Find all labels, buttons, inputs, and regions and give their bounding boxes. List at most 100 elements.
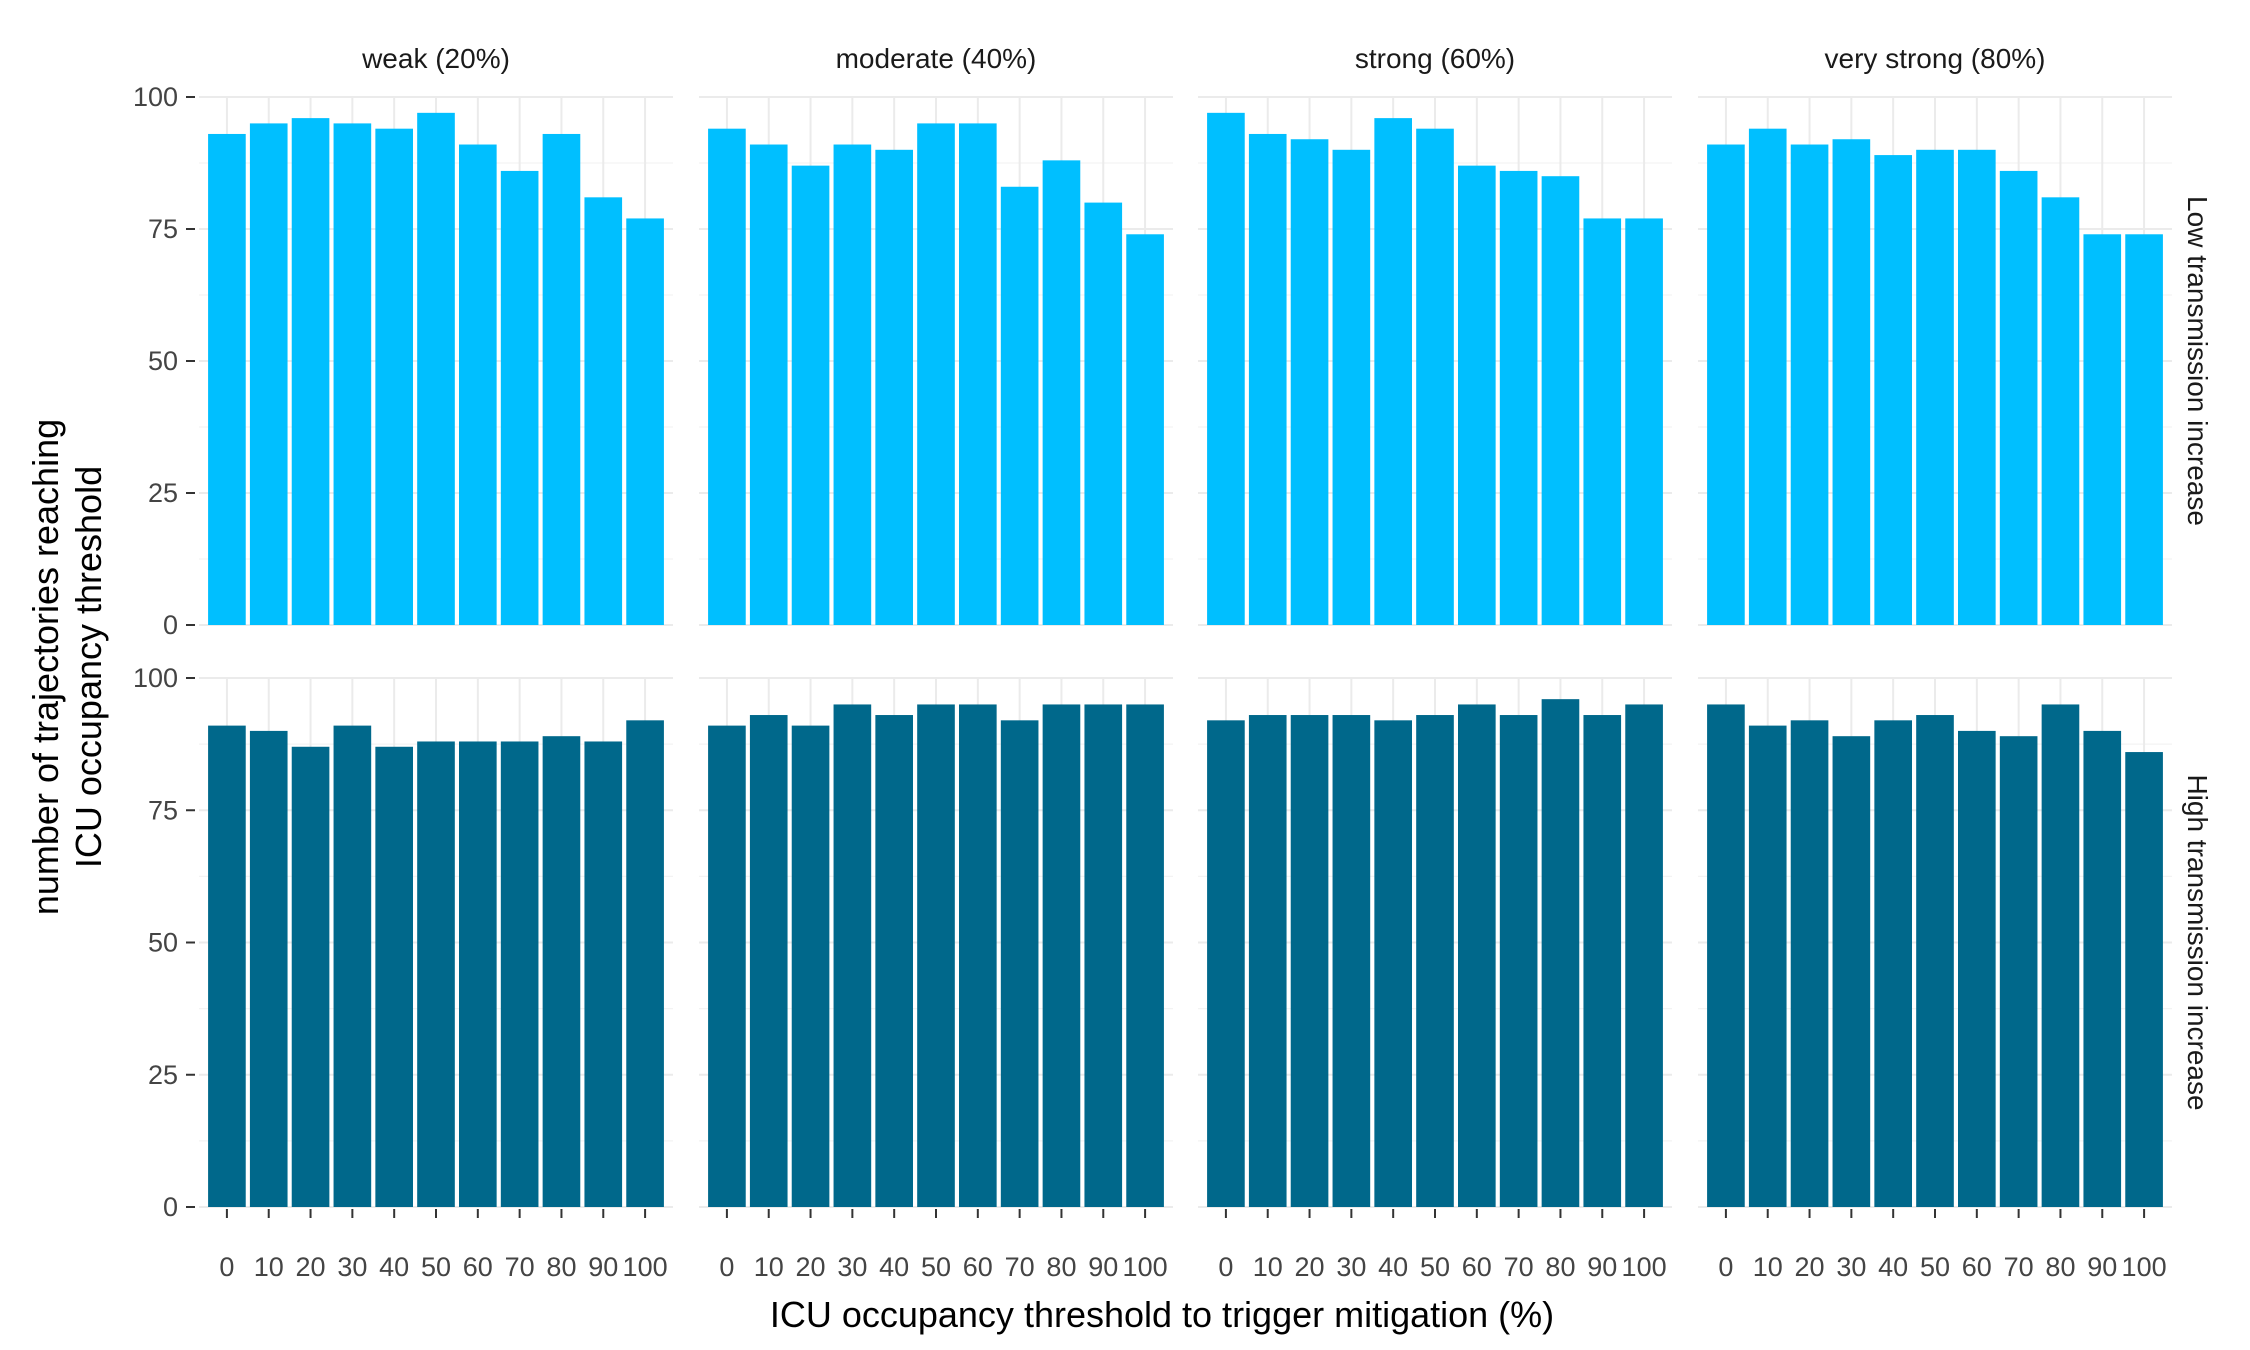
bar-weak-low-60 [459,144,497,625]
x-tick-label: 100 [1123,1252,1168,1282]
bar-very-strong-low-0 [1707,144,1745,625]
bar-weak-high-60 [459,741,497,1207]
bar-weak-high-30 [333,725,372,1207]
x-tick-label: 70 [1504,1252,1534,1282]
x-tick-label: 30 [1836,1252,1866,1282]
bar-weak-low-20 [291,118,330,626]
bar-strong-low-0 [1207,112,1245,626]
x-tick-label: 70 [1005,1252,1035,1282]
x-tick-label: 70 [505,1252,535,1282]
bar-strong-low-10 [1248,133,1287,625]
bar-weak-low-0 [208,133,246,625]
bar-very-strong-low-50 [1916,149,1954,626]
x-tick-label: 100 [1622,1252,1667,1282]
bar-very-strong-high-90 [2083,730,2122,1207]
y-tick-label: 75 [148,214,178,244]
column-strip-label: weak (20%) [361,43,510,74]
y-tick-label: 0 [163,1192,178,1222]
bar-very-strong-high-70 [1999,736,2038,1207]
bar-very-strong-low-10 [1748,128,1787,625]
x-tick-label: 20 [296,1252,326,1282]
column-strip-label: very strong (80%) [1825,43,2046,74]
bar-moderate-low-100 [1126,234,1164,625]
bar-very-strong-high-10 [1748,725,1787,1207]
y-tick-label: 75 [148,795,178,825]
bar-very-strong-high-0 [1707,704,1745,1207]
x-tick-label: 10 [754,1252,784,1282]
x-tick-label: 90 [2087,1252,2117,1282]
bar-very-strong-high-100 [2125,752,2163,1207]
y-tick-label: 100 [133,663,178,693]
x-tick-label: 20 [796,1252,826,1282]
x-tick-label: 50 [421,1252,451,1282]
bar-strong-high-20 [1290,715,1329,1207]
bar-weak-high-20 [291,746,330,1207]
x-tick-label: 0 [219,1252,234,1282]
bar-weak-low-90 [584,197,623,625]
x-tick-label: 40 [379,1252,409,1282]
bar-strong-low-100 [1625,218,1663,625]
y-axis-title-line-1: number of trajectories reaching [25,419,66,915]
bar-strong-low-60 [1458,165,1496,625]
x-tick-label: 40 [879,1252,909,1282]
bar-strong-low-90 [1583,218,1622,625]
x-tick-label: 90 [1587,1252,1617,1282]
bar-strong-high-90 [1583,715,1622,1207]
bar-weak-high-10 [249,730,288,1207]
bar-very-strong-low-70 [1999,170,2038,626]
x-tick-label: 90 [588,1252,618,1282]
x-tick-label: 20 [1795,1252,1825,1282]
label-layer: weak (20%) moderate (40%) strong (60%) very… [133,43,2213,1282]
bar-strong-low-30 [1332,149,1371,626]
y-tick-label: 25 [148,478,178,508]
bar-weak-high-100 [626,720,664,1207]
bar-very-strong-high-80 [2041,704,2080,1207]
column-strip-label: moderate (40%) [836,43,1037,74]
column-strip-label: strong (60%) [1355,43,1515,74]
x-tick-label: 10 [1253,1252,1283,1282]
bar-moderate-low-20 [791,165,830,625]
bar-moderate-low-0 [708,128,746,625]
x-tick-label: 80 [546,1252,576,1282]
bar-moderate-high-90 [1084,704,1123,1207]
bar-strong-low-50 [1416,128,1454,625]
row-strip-label: High transmission increase [2182,774,2213,1110]
x-tick-label: 60 [463,1252,493,1282]
bar-very-strong-low-20 [1790,144,1829,625]
bar-moderate-high-40 [875,715,913,1207]
bar-moderate-high-10 [749,715,788,1207]
x-tick-label: 80 [1046,1252,1076,1282]
bar-strong-high-10 [1248,715,1287,1207]
bar-weak-low-50 [417,112,455,626]
y-axis-title-line-2: ICU occupancy threshold [68,466,109,868]
bar-very-strong-low-80 [2041,197,2080,625]
bar-very-strong-low-30 [1832,139,1871,626]
row-strip-label: Low transmission increase [2182,196,2213,526]
x-tick-label: 80 [2045,1252,2075,1282]
x-tick-label: 10 [254,1252,284,1282]
bar-strong-high-0 [1207,720,1245,1207]
bar-very-strong-high-20 [1790,720,1829,1207]
bar-moderate-low-50 [917,123,955,626]
bar-strong-low-40 [1374,118,1412,626]
x-tick-label: 90 [1088,1252,1118,1282]
bar-strong-high-70 [1499,715,1538,1207]
bar-weak-high-90 [584,741,623,1207]
x-tick-label: 100 [2122,1252,2167,1282]
bar-strong-high-100 [1625,704,1663,1207]
bar-very-strong-high-50 [1916,715,1954,1207]
bar-moderate-low-70 [1000,186,1039,625]
bar-very-strong-low-90 [2083,234,2122,625]
bar-weak-high-80 [542,736,581,1207]
bar-weak-low-100 [626,218,664,625]
y-tick-label: 50 [148,346,178,376]
x-tick-label: 30 [337,1252,367,1282]
bar-weak-high-50 [417,741,455,1207]
bar-moderate-low-30 [833,144,872,625]
x-tick-label: 0 [719,1252,734,1282]
x-tick-label: 30 [1336,1252,1366,1282]
bar-weak-low-80 [542,133,581,625]
bar-very-strong-low-100 [2125,234,2163,625]
x-tick-label: 60 [1962,1252,1992,1282]
bar-very-strong-high-30 [1832,736,1871,1207]
